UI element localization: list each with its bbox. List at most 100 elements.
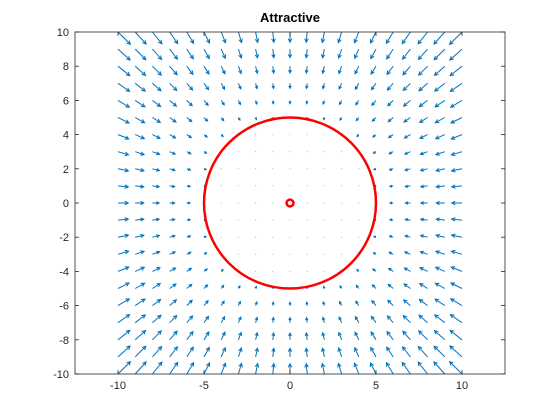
vector-arrow-head (238, 362, 243, 368)
vector-arrow-head (372, 151, 376, 154)
vector-arrow (186, 184, 192, 188)
vector-arrow-point (237, 168, 239, 170)
vector-arrow (186, 65, 194, 76)
vector-arrow (134, 298, 146, 307)
vector-arrow (418, 314, 428, 324)
vector-arrow-head (271, 69, 276, 75)
vector-arrow-head (434, 282, 440, 287)
vector-arrow (271, 316, 275, 323)
vector-arrow (220, 331, 226, 341)
vector-arrow-head (372, 167, 377, 171)
vector-arrow (339, 100, 343, 106)
vector-arrow (152, 283, 162, 289)
vector-arrow (152, 117, 162, 123)
vector-arrow (386, 65, 394, 76)
vector-arrow-head (205, 39, 211, 45)
vector-arrow-shaft (152, 361, 163, 375)
vector-arrow-head (386, 70, 391, 76)
vector-arrow-head (126, 345, 131, 350)
vector-arrow (418, 100, 428, 108)
vector-arrow-point (272, 270, 274, 272)
vector-arrow-shaft (117, 31, 131, 45)
vector-arrow-head (434, 266, 440, 271)
vector-arrow (354, 346, 360, 358)
vector-arrow (433, 65, 446, 77)
vector-arrow-head (402, 299, 408, 304)
vector-arrow-shaft (152, 185, 160, 188)
vector-arrow-point (306, 236, 308, 238)
vector-arrow (449, 65, 463, 77)
vector-arrow-head (433, 71, 439, 77)
vector-arrow (220, 268, 224, 272)
vector-arrow (152, 134, 161, 139)
vector-arrow-head (288, 101, 292, 105)
vector-field (117, 31, 463, 375)
vector-arrow-head (448, 360, 454, 366)
vector-arrow (356, 268, 360, 272)
vector-arrow-head (418, 102, 424, 108)
vector-arrow-point (255, 168, 257, 170)
vector-arrow-head (171, 184, 176, 188)
vector-arrow-head (238, 69, 242, 75)
vector-arrow (169, 48, 179, 60)
vector-arrow (220, 48, 226, 60)
vector-arrow-shaft (449, 31, 463, 45)
vector-arrow-head (434, 250, 440, 255)
vector-arrow-head (205, 346, 210, 352)
vector-arrow (186, 167, 192, 171)
vector-arrow-head (321, 316, 326, 321)
vector-arrow-head (433, 329, 439, 335)
vector-arrow-shaft (117, 282, 130, 289)
vector-arrow (386, 315, 394, 324)
vector-arrow-head (140, 151, 146, 156)
vector-arrow-head (387, 118, 392, 123)
vector-arrow (169, 151, 177, 155)
vector-arrow-shaft (305, 332, 308, 340)
vector-arrow (117, 82, 131, 93)
vector-arrow (134, 65, 147, 77)
vector-arrow-shaft (419, 134, 428, 139)
vector-arrow-head (172, 102, 178, 107)
vector-arrow-shaft (418, 82, 428, 92)
vector-arrow-head (402, 330, 407, 336)
vector-arrow (433, 31, 446, 45)
vector-arrow-head (205, 70, 210, 75)
vector-arrow-shaft (186, 100, 193, 107)
vector-arrow (450, 217, 463, 222)
vector-arrow (117, 151, 130, 157)
vector-arrow-shaft (152, 100, 161, 107)
vector-arrow (117, 168, 130, 173)
vector-arrow-head (238, 85, 242, 90)
vector-arrow (237, 117, 241, 121)
vector-arrow-shaft (117, 298, 130, 307)
vector-arrow-head (450, 168, 456, 173)
vector-arrow-point (323, 134, 325, 136)
vector-arrow-head (435, 200, 440, 206)
vector-arrow-shaft (220, 332, 226, 341)
vector-arrow (254, 331, 259, 340)
vector-arrow-head (221, 118, 225, 122)
vector-arrow-shaft (436, 185, 445, 188)
vector-arrow (304, 347, 309, 357)
vector-arrow (117, 266, 130, 272)
vector-arrow-point (341, 236, 343, 238)
vector-arrow-shaft (117, 234, 129, 238)
vector-arrow (186, 283, 193, 289)
vector-arrow (387, 283, 394, 289)
vector-arrow-shaft (417, 361, 428, 375)
vector-arrow-shaft (420, 185, 428, 188)
vector-arrow (271, 331, 276, 340)
vector-arrow (288, 331, 292, 340)
vector-arrow-head (205, 331, 210, 336)
vector-arrow-head (337, 54, 342, 60)
vector-arrow-shaft (322, 332, 325, 340)
vector-arrow-head (173, 330, 178, 336)
vector-arrow-head (187, 218, 192, 222)
vector-arrow-head (369, 39, 375, 45)
vector-arrow-head (322, 117, 326, 121)
vector-arrow-point (255, 253, 257, 255)
vector-arrow-point (306, 219, 308, 221)
vector-arrow-shaft (420, 218, 428, 221)
vector-arrow-shaft (371, 83, 377, 90)
vector-arrow (371, 284, 377, 289)
